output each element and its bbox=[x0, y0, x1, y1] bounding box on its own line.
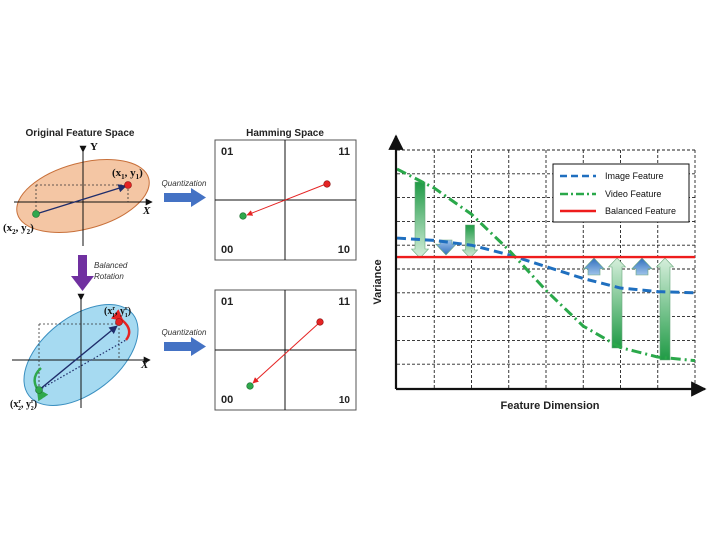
green-point bbox=[35, 386, 43, 394]
point1-label: (x1, y1) bbox=[112, 167, 143, 181]
legend-label-video: Video Feature bbox=[605, 189, 661, 199]
quantization-arrow-top: Quantization bbox=[162, 179, 207, 207]
legend-label-image: Image Feature bbox=[605, 171, 664, 181]
original-space-title: Original Feature Space bbox=[26, 128, 135, 139]
rotated-feature-diagram: X (xr 1, yr 1) (xr 2, yr 2) bbox=[10, 293, 151, 412]
quantization-label: Quantization bbox=[162, 328, 207, 337]
chart-legend: Image Feature Video Feature Balanced Fea… bbox=[552, 163, 690, 223]
blue-down-arrow bbox=[435, 239, 457, 256]
blue-up-arrow bbox=[631, 257, 653, 276]
quadrant-10: 10 bbox=[339, 395, 351, 406]
original-vector-dotted bbox=[38, 339, 127, 391]
y-axis-label: Y bbox=[90, 141, 98, 153]
hamming-box-bottom: 01 11 00 10 bbox=[214, 289, 357, 411]
hash-distance-arrow bbox=[252, 322, 320, 384]
green-point bbox=[32, 210, 40, 218]
quadrant-11: 11 bbox=[338, 296, 350, 308]
quadrant-11: 11 bbox=[338, 146, 350, 158]
chart-series bbox=[396, 167, 696, 363]
green-point bbox=[246, 382, 254, 390]
hamming-space-title: Hamming Space bbox=[246, 128, 324, 139]
point2-label: (x2, y2) bbox=[3, 222, 34, 236]
variance-chart: Feature Dimension Variance Image Feature… bbox=[372, 134, 707, 412]
rotated-point2-label: (xr 2, yr 2) bbox=[10, 399, 37, 412]
quadrant-00: 00 bbox=[221, 244, 233, 256]
series-line-image-feature bbox=[396, 236, 696, 295]
green-point bbox=[239, 212, 247, 220]
x-axis-label: X bbox=[140, 359, 149, 371]
red-rotation-curve bbox=[110, 309, 131, 341]
quantization-label: Quantization bbox=[162, 179, 207, 188]
rotation-label-2: Rotation bbox=[94, 272, 124, 281]
green-down-arrow bbox=[410, 181, 430, 259]
quadrant-01: 01 bbox=[221, 146, 233, 158]
green-up-arrow bbox=[607, 257, 627, 349]
red-point bbox=[115, 318, 123, 326]
blue-up-arrow bbox=[583, 257, 605, 276]
original-feature-diagram: Y X (x1, y1) (x2, y2) bbox=[3, 141, 153, 246]
balancing-arrows bbox=[410, 181, 675, 361]
legend-label-balanced: Balanced Feature bbox=[605, 206, 676, 216]
green-down-arrow bbox=[461, 224, 479, 259]
chart-x-label: Feature Dimension bbox=[500, 400, 599, 412]
green-up-arrow bbox=[655, 257, 675, 361]
balanced-rotation-arrow: Balanced Rotation bbox=[71, 255, 128, 291]
rotated-point1-label: (xr 1, yr 1) bbox=[104, 306, 131, 319]
red-point bbox=[323, 180, 331, 188]
quadrant-10: 10 bbox=[338, 244, 350, 256]
rotated-vector-arrow bbox=[38, 325, 118, 391]
quantization-arrow-bottom: Quantization bbox=[162, 328, 207, 356]
quadrant-00: 00 bbox=[221, 394, 233, 406]
red-point bbox=[124, 181, 132, 189]
red-point bbox=[316, 318, 324, 326]
rotation-label-1: Balanced bbox=[94, 261, 128, 270]
hamming-box-top: 01 11 00 10 bbox=[214, 139, 357, 261]
chart-y-label: Variance bbox=[372, 259, 384, 304]
series-line-video-feature bbox=[396, 167, 696, 363]
hash-distance-arrow bbox=[246, 183, 327, 216]
feature-vector-arrow bbox=[35, 184, 127, 215]
quadrant-01: 01 bbox=[221, 296, 233, 308]
x-axis-label: X bbox=[142, 205, 151, 217]
